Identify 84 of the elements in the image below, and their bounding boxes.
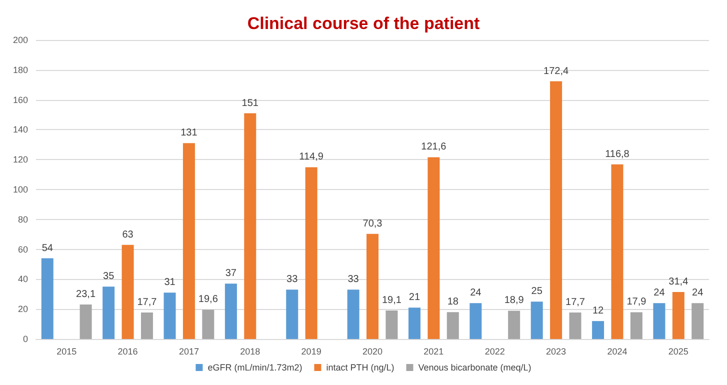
data-label: 131 xyxy=(180,128,198,139)
data-label: 31 xyxy=(164,277,176,288)
bar xyxy=(80,304,92,339)
x-tick-label: 2022 xyxy=(484,346,505,356)
data-label: 121,6 xyxy=(421,142,447,153)
data-label: 151 xyxy=(242,98,259,109)
bar xyxy=(102,286,115,339)
bar xyxy=(244,113,256,339)
data-label: 24 xyxy=(654,288,666,299)
bar xyxy=(182,143,195,339)
data-label: 18 xyxy=(447,296,459,308)
x-tick-label: 2020 xyxy=(362,346,383,356)
data-label: 33 xyxy=(348,274,360,286)
bar xyxy=(366,234,378,339)
data-label: 172,4 xyxy=(544,66,569,77)
y-tick-label: 180 xyxy=(12,64,28,75)
bar xyxy=(569,312,582,339)
y-tick-label: 120 xyxy=(12,154,28,165)
x-tick-label: 2018 xyxy=(240,346,260,356)
bar xyxy=(446,312,459,339)
bar xyxy=(550,81,562,339)
bar xyxy=(592,321,604,339)
bar xyxy=(470,303,482,339)
data-label: 33 xyxy=(286,274,298,286)
bar xyxy=(692,303,704,339)
bar xyxy=(164,292,176,339)
bar xyxy=(508,310,520,339)
x-tick-label: 2019 xyxy=(301,346,322,356)
data-label: 114,9 xyxy=(299,152,324,163)
data-label: 54 xyxy=(42,242,54,254)
y-tick-label: 60 xyxy=(18,244,28,254)
bar xyxy=(140,312,153,339)
data-label: 23,1 xyxy=(76,288,96,300)
y-tick-label: 0 xyxy=(22,334,28,344)
x-tick-label: 2023 xyxy=(546,346,566,356)
y-tick-label: 20 xyxy=(18,304,28,314)
bar xyxy=(286,290,298,339)
y-tick-label: 80 xyxy=(18,214,28,224)
data-label: 31,4 xyxy=(668,276,689,288)
data-label: 17,7 xyxy=(566,297,586,308)
data-label: 70,3 xyxy=(362,218,383,230)
data-label: 24 xyxy=(470,288,482,299)
data-label: 18,9 xyxy=(504,295,524,306)
x-tick-label: 2017 xyxy=(178,346,199,356)
bar xyxy=(305,167,318,339)
y-tick-label: 100 xyxy=(12,184,28,194)
x-tick-label: 2015 xyxy=(56,346,77,356)
chart-title: Clinical course of the patient xyxy=(247,14,480,33)
data-label: 17,7 xyxy=(137,297,158,308)
y-tick-label: 40 xyxy=(18,274,28,284)
data-label: 24 xyxy=(692,288,704,299)
bar xyxy=(41,258,54,339)
bar xyxy=(611,164,624,339)
legend-label: intact PTH (ng/L) xyxy=(326,362,394,372)
data-label: 12 xyxy=(592,306,604,317)
data-label: 17,9 xyxy=(626,296,647,308)
x-tick-label: 2021 xyxy=(424,346,444,356)
legend-label: Venous bicarbonate (meq/L) xyxy=(418,362,532,372)
data-label: 25 xyxy=(531,286,543,298)
data-label: 21 xyxy=(408,292,420,304)
bar xyxy=(122,244,134,339)
y-tick-label: 200 xyxy=(12,35,28,45)
data-label: 35 xyxy=(103,271,115,282)
bar xyxy=(347,290,360,339)
bar xyxy=(672,292,684,339)
bar xyxy=(653,303,666,339)
data-label: 63 xyxy=(122,229,134,240)
x-tick-label: 2025 xyxy=(668,346,688,356)
y-tick-label: 160 xyxy=(12,94,28,105)
bar xyxy=(202,310,214,339)
x-tick-label: 2024 xyxy=(607,346,628,356)
bar xyxy=(408,308,420,339)
data-label: 37 xyxy=(225,268,237,280)
legend-label: eGFR (mL/min/1.73m2) xyxy=(208,362,302,372)
bar xyxy=(224,284,237,339)
bar xyxy=(428,157,440,339)
x-tick-label: 2016 xyxy=(118,346,138,356)
bar xyxy=(530,302,543,339)
y-tick-label: 140 xyxy=(12,124,28,135)
data-label: 19,6 xyxy=(198,294,218,306)
bar xyxy=(386,310,398,339)
data-label: 116,8 xyxy=(605,148,630,160)
bar xyxy=(630,312,642,339)
data-label: 19,1 xyxy=(382,294,402,306)
